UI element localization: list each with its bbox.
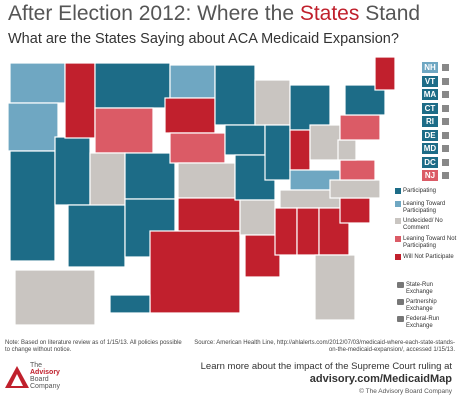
legend-swatch: [395, 188, 401, 194]
small-state: DC: [422, 156, 438, 168]
exchange-icon: [442, 158, 449, 166]
state: [224, 124, 266, 156]
exchange-icon: [442, 118, 449, 125]
logo-text: The: [30, 362, 43, 369]
legend-item: Partnership Exchange: [397, 299, 460, 313]
state: [67, 204, 126, 268]
link[interactable]: advisory.com/MedicaidMap: [309, 373, 452, 385]
state: [9, 150, 56, 262]
legend-item: Leaning Toward Not Participating: [395, 236, 458, 250]
legend-icon: [397, 299, 404, 305]
state: [239, 199, 276, 236]
exchange-icon: [442, 172, 449, 179]
logo-text: Board: [30, 376, 49, 383]
state: [296, 207, 320, 256]
state: [339, 114, 381, 141]
logo-text: Advisory: [30, 369, 60, 376]
legend-label: State-Run Exchange: [406, 282, 434, 295]
legend-label: Leaning Toward Participating: [403, 201, 446, 214]
state: [314, 254, 356, 321]
title-highlight: States: [299, 2, 360, 25]
state: [164, 97, 216, 134]
exchange-icon: [442, 77, 449, 85]
state: [244, 234, 281, 278]
legend-item: Undecided/ No Comment: [395, 218, 458, 232]
state: [329, 179, 381, 199]
legend-label: Federal-Run Exchange: [406, 316, 440, 329]
state: [274, 207, 298, 256]
cta: Learn more about the impact of the Supre…: [200, 361, 452, 372]
legend-label: Leaning Toward Not Participating: [403, 236, 457, 249]
state: [89, 152, 126, 209]
copyright: © The Advisory Board Company: [359, 388, 452, 395]
legend-item: Leaning Toward Participating: [395, 201, 458, 215]
state: [169, 132, 226, 164]
state: [169, 64, 216, 99]
state: [14, 269, 96, 326]
us-map: [7, 56, 396, 326]
exchange-icon: [442, 91, 449, 98]
state: [54, 136, 91, 206]
title-part: After Election 2012: Where the: [8, 2, 300, 25]
state: [124, 152, 176, 200]
small-state: VT: [422, 75, 438, 87]
state: [264, 124, 291, 181]
exchange-icon: [442, 104, 449, 112]
legend-swatch: [395, 218, 401, 224]
state: [339, 159, 376, 181]
state: [94, 62, 171, 109]
title: After Election 2012: Where the States St…: [8, 2, 420, 26]
exchange-icon: [442, 64, 449, 71]
exchange-icon: [442, 131, 449, 139]
state: [374, 56, 396, 91]
legend-icon: [397, 316, 404, 322]
legend-item: Participating: [395, 188, 458, 195]
state: [94, 107, 154, 154]
subtitle: What are the States Saying about ACA Med…: [8, 31, 399, 47]
exchange-icon: [442, 145, 449, 152]
logo-text: Company: [30, 383, 60, 390]
small-state: NJ: [422, 170, 438, 181]
note: Note: Based on literature review as of 1…: [5, 340, 182, 353]
state: [289, 84, 331, 131]
logo-mark: [5, 366, 29, 388]
legend-icon: [397, 282, 404, 288]
state: [214, 64, 256, 126]
legend-swatch: [395, 236, 401, 242]
legend-item: Federal-Run Exchange: [397, 316, 460, 330]
legend-swatch: [395, 201, 401, 207]
logo: The Advisory Board Company: [30, 362, 60, 390]
small-state: NH: [422, 62, 438, 73]
state: [149, 230, 241, 314]
source: Source: American Health Line, http://ahl…: [194, 340, 455, 353]
legend-item: State-Run Exchange: [397, 282, 460, 296]
small-state: CT: [422, 102, 438, 114]
small-state: MD: [422, 143, 438, 154]
state: [289, 129, 311, 171]
legend-label: Partnership Exchange: [406, 299, 437, 312]
legend-item: Will Not Participate: [395, 254, 458, 261]
state: [109, 294, 151, 314]
state: [177, 162, 236, 199]
legend-label: Undecided/ No Comment: [403, 218, 443, 231]
state: [64, 62, 96, 139]
state: [254, 79, 291, 126]
small-state: RI: [422, 116, 438, 127]
legend-label: Will Not Participate: [403, 254, 454, 260]
legend-swatch: [395, 254, 401, 260]
state: [309, 124, 341, 161]
small-state: MA: [422, 89, 438, 100]
state: [339, 197, 371, 224]
small-state: DE: [422, 129, 438, 141]
legend-label: Participating: [403, 188, 437, 194]
state: [7, 102, 59, 152]
state: [9, 62, 66, 104]
state: [177, 197, 241, 232]
state: [337, 139, 357, 161]
title-part: Stand: [359, 2, 421, 25]
